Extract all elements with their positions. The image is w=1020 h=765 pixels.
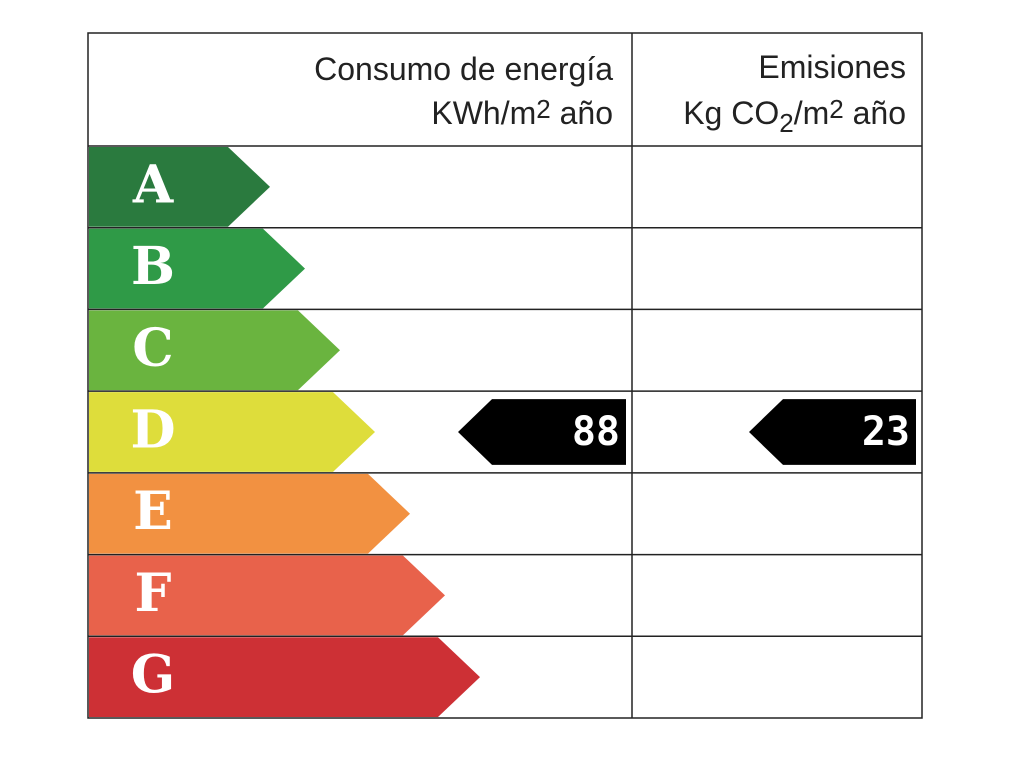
- unit-part: KWh/m: [431, 95, 536, 131]
- unit-part: Kg CO: [683, 95, 779, 131]
- rating-letter: E: [133, 481, 173, 542]
- unit-subscript: 2: [779, 108, 793, 138]
- rating-letter: B: [131, 236, 175, 297]
- indicator-value: 23: [862, 409, 910, 455]
- unit-part: año: [551, 95, 613, 131]
- unit-part: año: [844, 95, 906, 131]
- rating-letter: C: [132, 318, 173, 379]
- rating-arrow: [89, 310, 340, 391]
- rating-arrow: [89, 147, 270, 227]
- rating-letter: A: [132, 154, 174, 215]
- rating-arrow: [89, 228, 305, 309]
- unit-superscript: 2: [536, 94, 550, 124]
- rating-letter: D: [130, 400, 175, 461]
- energy-title: Consumo de energía: [314, 51, 613, 87]
- indicator-value: 88: [572, 409, 620, 455]
- unit-superscript: 2: [829, 94, 843, 124]
- rating-arrow: [89, 392, 375, 472]
- rating-arrow: [89, 555, 445, 636]
- energy-unit: KWh/m2 año: [431, 94, 613, 131]
- unit-part: /m: [794, 95, 830, 131]
- table-border: [87, 32, 923, 719]
- emissions-title: Emisiones: [758, 49, 906, 85]
- rating-letter: F: [135, 563, 172, 624]
- emissions-unit: Kg CO2/m2 año: [683, 94, 906, 138]
- rating-arrow: [89, 637, 480, 717]
- rating-arrow: [89, 473, 410, 554]
- rating-indicator: [749, 399, 916, 465]
- rating-indicator: [458, 399, 626, 465]
- rating-letter: G: [131, 645, 175, 706]
